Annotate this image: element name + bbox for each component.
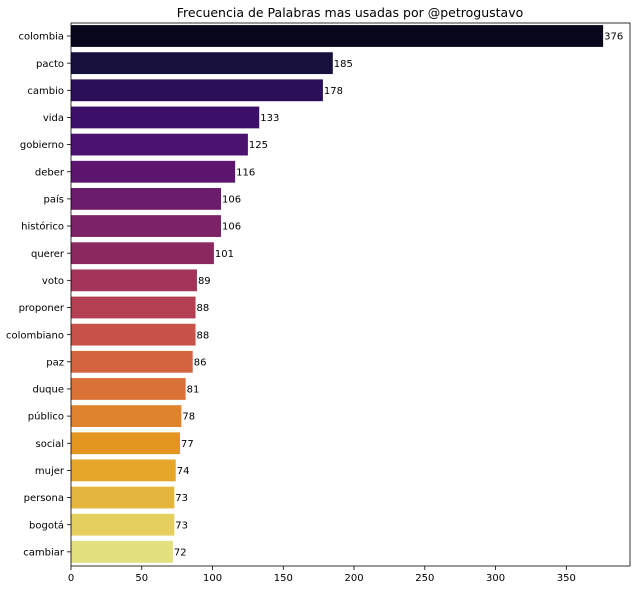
data-label-5: 116 <box>236 167 255 178</box>
data-label-8: 101 <box>215 249 234 260</box>
y-tick-label-1: pacto <box>36 59 64 70</box>
x-tick-label-1: 50 <box>135 573 148 584</box>
chart-title: Frecuencia de Palabras mas usadas por @p… <box>177 5 524 20</box>
y-tick-label-10: proponer <box>19 303 65 314</box>
x-tick-label-4: 200 <box>344 573 363 584</box>
bar-5 <box>71 160 236 183</box>
x-tick-label-5: 250 <box>415 573 434 584</box>
data-label-19: 72 <box>174 547 187 558</box>
bar-14 <box>71 405 182 427</box>
y-tick-label-13: duque <box>32 385 64 396</box>
bar-15 <box>71 432 180 455</box>
bar-13 <box>71 378 186 400</box>
bar-10 <box>71 296 196 319</box>
data-label-18: 73 <box>175 520 188 531</box>
y-tick-label-6: país <box>44 194 64 206</box>
bar-9 <box>71 269 197 292</box>
x-tick-label-6: 300 <box>486 573 505 584</box>
bar-19 <box>71 540 173 563</box>
data-label-14: 78 <box>182 412 195 423</box>
x-tick-label-0: 0 <box>68 573 74 584</box>
data-label-10: 88 <box>197 303 210 314</box>
bar-11 <box>71 323 196 346</box>
data-label-1: 185 <box>334 59 353 70</box>
data-label-3: 133 <box>260 113 279 124</box>
bar-12 <box>71 350 193 373</box>
y-tick-label-14: público <box>28 411 64 423</box>
x-axis: 0 50 100 150 200 250 300 350 <box>68 566 576 584</box>
y-tick-label-11: colombiano <box>6 330 64 341</box>
y-tick-label-2: cambio <box>27 86 64 97</box>
y-tick-label-18: bogotá <box>29 519 64 531</box>
y-tick-label-19: cambiar <box>23 547 65 558</box>
x-tick-label-7: 350 <box>557 573 576 584</box>
y-tick-label-5: deber <box>35 167 65 178</box>
bar-1 <box>71 52 333 75</box>
bar-6 <box>71 188 222 210</box>
y-tick-label-16: mujer <box>35 466 65 477</box>
y-tick-label-7: histórico <box>21 221 64 233</box>
data-label-13: 81 <box>187 385 200 396</box>
bar-2 <box>71 79 323 102</box>
bar-7 <box>71 215 222 237</box>
bar-8 <box>71 242 214 265</box>
bar-17 <box>71 486 175 509</box>
data-label-16: 74 <box>177 466 190 477</box>
data-label-11: 88 <box>197 330 210 341</box>
data-label-2: 178 <box>324 86 343 97</box>
x-tick-label-2: 100 <box>203 573 222 584</box>
data-label-17: 73 <box>175 493 188 504</box>
y-tick-label-9: voto <box>42 276 64 287</box>
x-tick-label-3: 150 <box>274 573 293 584</box>
y-axis: colombia pacto cambio vida gobierno deber país… <box>6 32 71 558</box>
data-label-6: 106 <box>222 195 241 206</box>
bar-3 <box>71 106 260 129</box>
data-label-0: 376 <box>604 32 623 43</box>
bars-group: 376 185 178 133 125 116 106 106 101 89 88 88 86 81 78 7… <box>71 25 623 563</box>
y-tick-label-8: querer <box>31 249 65 260</box>
y-tick-label-12: paz <box>46 357 64 368</box>
bar-16 <box>71 459 176 482</box>
y-tick-label-3: vida <box>43 113 64 124</box>
bar-0 <box>71 25 604 47</box>
plot-frame <box>70 22 631 567</box>
data-label-4: 125 <box>249 140 268 151</box>
data-label-9: 89 <box>198 276 211 287</box>
data-label-7: 106 <box>222 222 241 233</box>
data-label-12: 86 <box>194 357 207 368</box>
bar-18 <box>71 513 175 536</box>
y-tick-label-17: persona <box>24 493 64 504</box>
y-tick-label-0: colombia <box>18 32 64 43</box>
bar-4 <box>71 133 248 156</box>
y-tick-label-4: gobierno <box>20 140 64 151</box>
data-label-15: 77 <box>181 439 194 450</box>
y-tick-label-15: social <box>35 439 64 450</box>
